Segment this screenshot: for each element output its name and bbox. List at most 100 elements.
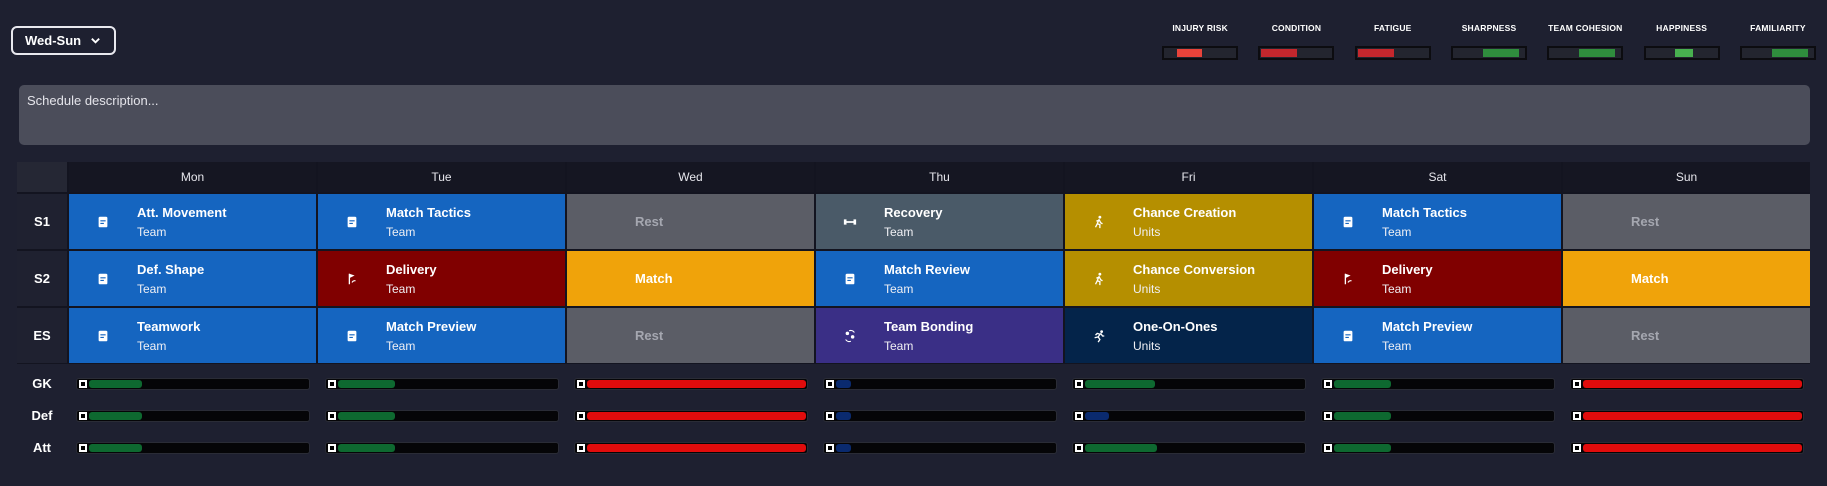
stat-meter: SHARPNESS — [1441, 23, 1537, 60]
session-cell[interactable]: Match — [1563, 251, 1810, 306]
session-unit: Team — [884, 224, 914, 239]
tactics-board-icon — [1343, 216, 1353, 227]
session-icon-wrap — [344, 328, 360, 344]
position-label-def: Def — [31, 407, 53, 423]
session-cell[interactable]: Match Preview Team — [318, 308, 565, 363]
load-icon-dot — [81, 446, 85, 450]
day-header-mon: Mon — [69, 162, 316, 192]
load-icon — [577, 380, 585, 388]
position-load-bar — [1570, 378, 1804, 390]
session-unit: Team — [137, 338, 167, 353]
load-icon — [1075, 412, 1083, 420]
position-load-fill — [587, 380, 806, 388]
position-load-bar — [325, 442, 559, 454]
grid-corner — [17, 162, 67, 192]
position-load-fill — [1583, 412, 1802, 420]
load-icon-dot — [1575, 382, 1579, 386]
load-icon-dot — [1575, 446, 1579, 450]
stat-bar — [1739, 46, 1816, 60]
session-text: One-On-Ones Units — [1133, 319, 1218, 353]
day-header-sun: Sun — [1563, 162, 1810, 192]
session-cell[interactable]: Att. Movement Team — [69, 194, 316, 249]
session-cell[interactable]: Chance Creation Units — [1065, 194, 1312, 249]
dumbbell-icon — [843, 218, 857, 225]
session-cell[interactable]: One-On-Ones Units — [1065, 308, 1312, 363]
session-unit: Team — [137, 224, 167, 239]
session-cell[interactable]: Def. Shape Team — [69, 251, 316, 306]
position-load-fill — [1334, 444, 1391, 452]
session-title: Team Bonding — [884, 318, 974, 334]
position-load-bar — [1321, 442, 1555, 454]
session-cell[interactable]: Match Review Team — [816, 251, 1063, 306]
stat-bar — [1162, 46, 1239, 60]
match-label: Match — [1631, 271, 1669, 286]
session-icon-wrap — [95, 214, 111, 230]
tactics-board-icon — [347, 330, 357, 341]
session-cell[interactable]: Match — [567, 251, 814, 306]
session-unit: Units — [1133, 224, 1161, 239]
session-cell[interactable]: Teamwork Team — [69, 308, 316, 363]
stat-label: TEAM COHESION — [1548, 23, 1623, 33]
stat-bar — [1643, 46, 1720, 60]
position-load-bar — [1072, 410, 1306, 422]
schedule-description-input[interactable]: Schedule description... — [19, 85, 1810, 145]
match-label: Match — [635, 271, 673, 286]
load-icon-dot — [1575, 414, 1579, 418]
session-cell[interactable]: Chance Conversion Units — [1065, 251, 1312, 306]
session-icon-wrap — [1091, 214, 1107, 230]
session-cell[interactable]: Match Tactics Team — [1314, 194, 1561, 249]
rest-label: Rest — [1631, 214, 1660, 229]
stat-bar — [1547, 46, 1624, 60]
session-cell[interactable]: Rest — [567, 194, 814, 249]
position-load-fill — [1334, 380, 1391, 388]
day-header-fri: Fri — [1065, 162, 1312, 192]
session-icon-wrap — [1340, 328, 1356, 344]
position-load-fill — [1085, 412, 1110, 420]
session-icon-wrap — [1340, 271, 1356, 287]
day-header-sat: Sat — [1314, 162, 1561, 192]
stat-bar-fill — [1771, 49, 1808, 57]
stat-bar-fill — [1176, 49, 1202, 57]
session-cell[interactable]: Team Bonding Team — [816, 308, 1063, 363]
load-icon-dot — [579, 382, 583, 386]
load-icon — [826, 412, 834, 420]
period-label: Wed-Sun — [25, 33, 82, 48]
stat-meter: FAMILIARITY — [1730, 23, 1826, 60]
load-icon — [577, 444, 585, 452]
session-text: Match Review Team — [884, 262, 970, 296]
position-load-bar — [574, 378, 808, 390]
session-cell[interactable]: Delivery Team — [1314, 251, 1561, 306]
stat-label: FATIGUE — [1373, 23, 1412, 33]
session-cell[interactable]: Recovery Team — [816, 194, 1063, 249]
session-text: Match Preview Team — [386, 319, 476, 353]
position-load-bar — [823, 410, 1057, 422]
position-load-fill — [338, 444, 395, 452]
session-cell[interactable]: Match Tactics Team — [318, 194, 565, 249]
load-icon — [826, 444, 834, 452]
load-icon — [1075, 380, 1083, 388]
period-dropdown[interactable]: Wed-Sun — [11, 26, 116, 55]
session-cell[interactable]: Rest — [567, 308, 814, 363]
load-icon-dot — [330, 414, 334, 418]
session-text: Def. Shape Team — [137, 262, 204, 296]
session-cell[interactable]: Rest — [1563, 194, 1810, 249]
load-icon — [1573, 444, 1581, 452]
load-icon — [79, 444, 87, 452]
session-cell[interactable]: Rest — [1563, 308, 1810, 363]
session-unit: Team — [884, 338, 914, 353]
stat-bar — [1258, 46, 1335, 60]
stat-bar-fill — [1261, 49, 1298, 57]
session-title: Teamwork — [137, 318, 201, 334]
stat-label: INJURY RISK — [1172, 23, 1228, 33]
position-load-bar — [76, 378, 310, 390]
stat-meter: HAPPINESS — [1633, 23, 1729, 60]
stat-bar — [1354, 46, 1431, 60]
session-title: One-On-Ones — [1133, 318, 1218, 334]
position-load-fill — [1583, 444, 1802, 452]
position-load-fill — [587, 444, 806, 452]
load-icon — [79, 412, 87, 420]
session-cell[interactable]: Match Preview Team — [1314, 308, 1561, 363]
position-load-fill — [89, 444, 142, 452]
rest-label: Rest — [1631, 328, 1660, 343]
session-cell[interactable]: Delivery Team — [318, 251, 565, 306]
